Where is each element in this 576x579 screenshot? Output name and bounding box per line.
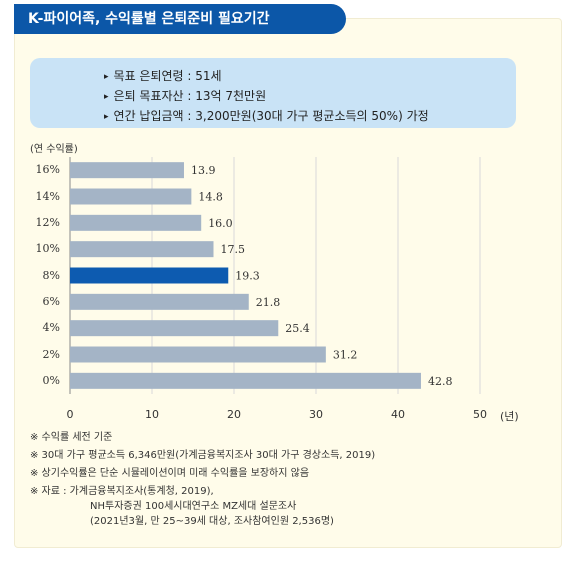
x-tick-label: 50 [473, 408, 487, 421]
y-tick-label: 14% [35, 189, 60, 203]
x-tick-label: 30 [309, 408, 323, 421]
source-line-1: NH투자증권 100세시대연구소 MZ세대 설문조사 [90, 501, 297, 512]
source-line-2: (2021년3월, 만 25~39세 대상, 조사참여인원 2,536명) [90, 516, 334, 527]
x-tick-label: 0 [66, 408, 74, 421]
footnote-disclaimer: ※ 상기수익률은 단순 시뮬레이션이며 미래 수익률을 보장하지 않음 [30, 468, 310, 479]
y-tick-label: 6% [42, 294, 60, 308]
y-tick-label: 2% [42, 347, 60, 361]
x-tick-label: 40 [391, 408, 405, 421]
y-tick-label: 10% [35, 242, 60, 256]
y-tick-label: 4% [42, 321, 60, 335]
footnote-income: ※ 30대 가구 평균소득 6,346만원(가계금융복지조사 30대 가구 경상… [30, 450, 376, 461]
assumption-annual-payment: 연간 납입금액 : 3,200만원(30대 가구 평균소득의 50%) 가정 [104, 107, 516, 127]
assumption-retire-age: 목표 은퇴연령 : 51세 [104, 67, 516, 87]
y-tick-label: 0% [42, 373, 60, 387]
x-tick-label: 20 [227, 408, 241, 421]
y-tick-label: 8% [42, 268, 60, 282]
source-lead: ※ 자료 : 가계금융복지조사(통계청, 2019), [30, 486, 214, 497]
y-axis-label: (연 수익률) [30, 144, 78, 155]
assumptions-box: 목표 은퇴연령 : 51세 은퇴 목표자산 : 13억 7천만원 연간 납입금액… [30, 58, 516, 128]
chart-title: K-파이어족, 수익률별 은퇴준비 필요기간 [14, 4, 346, 34]
footnote-pretax: ※ 수익률 세전 기준 [30, 432, 113, 443]
y-tick-label: 16% [35, 163, 60, 177]
x-tick-label: 10 [145, 408, 159, 421]
assumption-target-asset: 은퇴 목표자산 : 13억 7천만원 [104, 87, 516, 107]
footnotes: ※ 수익률 세전 기준 ※ 30대 가구 평균소득 6,346만원(가계금융복지… [30, 430, 375, 529]
x-axis-unit: (년) [500, 410, 519, 423]
y-tick-label: 12% [35, 215, 60, 229]
